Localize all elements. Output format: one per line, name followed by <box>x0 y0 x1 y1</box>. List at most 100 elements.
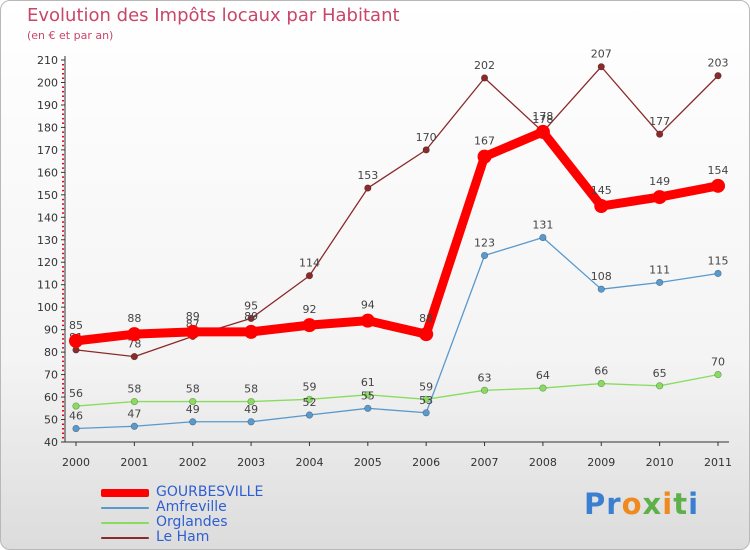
data-label-le-ham: 78 <box>127 338 141 351</box>
y-minor-tick <box>62 176 64 178</box>
y-minor-tick <box>62 338 64 340</box>
y-minor-tick <box>62 347 64 349</box>
data-label-orglandes: 58 <box>127 383 141 396</box>
data-label-orglandes: 63 <box>478 371 492 384</box>
data-label-le-ham: 207 <box>591 48 612 61</box>
y-minor-tick <box>62 356 64 358</box>
data-label-gourbesville: 154 <box>708 164 729 177</box>
y-minor-tick <box>62 108 64 111</box>
y-minor-tick <box>62 252 64 255</box>
y-minor-tick <box>62 198 64 201</box>
data-point-le-ham <box>422 146 430 154</box>
data-label-le-ham: 178 <box>532 113 553 126</box>
y-minor-tick <box>62 140 64 142</box>
data-point-amfreville <box>656 278 664 287</box>
y-minor-tick <box>62 293 64 295</box>
data-point-orglandes <box>305 395 314 403</box>
logo-letter: r <box>606 487 622 521</box>
x-tick-label: 2005 <box>354 456 382 469</box>
y-tick-label: 150 <box>37 189 58 202</box>
x-tick-label: 2001 <box>120 456 148 469</box>
data-point-orglandes <box>656 382 664 390</box>
x-tick-label: 2008 <box>529 456 557 469</box>
legend-label-le-ham: Le Ham <box>156 529 210 545</box>
data-point-gourbesville <box>69 333 83 348</box>
logo-letter: P <box>584 487 607 521</box>
data-label-amfreville: 52 <box>302 396 316 409</box>
y-tick-label: 40 <box>44 436 58 449</box>
data-label-gourbesville: 89 <box>244 310 258 323</box>
chart-subtitle: (en € et par an) <box>27 29 114 42</box>
data-point-amfreville <box>247 418 255 426</box>
data-point-amfreville <box>714 269 722 278</box>
proxiti-logo: Proxiti <box>584 487 699 521</box>
y-minor-tick <box>62 257 64 259</box>
data-point-amfreville <box>189 418 197 426</box>
legend-swatch-orglandes <box>101 522 149 524</box>
y-minor-tick <box>62 225 64 228</box>
data-label-le-ham: 170 <box>416 131 437 144</box>
logo-letter: t <box>673 487 689 521</box>
y-tick-label: 160 <box>37 166 58 179</box>
data-point-gourbesville <box>652 190 667 205</box>
y-minor-tick <box>62 423 64 426</box>
data-label-le-ham: 202 <box>474 59 495 72</box>
legend-label-gourbesville: GOURBESVILLE <box>156 484 264 500</box>
y-minor-tick <box>62 288 64 291</box>
y-minor-tick <box>62 387 64 390</box>
data-label-gourbesville: 94 <box>361 299 375 312</box>
y-tick-label: 200 <box>37 76 58 89</box>
data-label-orglandes: 70 <box>711 356 725 369</box>
data-point-le-ham <box>597 63 605 71</box>
y-minor-tick <box>62 95 64 97</box>
logo-letter: o <box>621 487 643 521</box>
data-point-gourbesville <box>711 178 725 193</box>
y-minor-tick <box>62 315 64 318</box>
data-label-amfreville: 47 <box>127 407 141 420</box>
data-label-orglandes: 58 <box>186 383 200 396</box>
data-point-amfreville <box>72 424 80 433</box>
y-minor-tick <box>62 369 64 372</box>
y-minor-tick <box>62 248 64 250</box>
y-minor-tick <box>62 167 64 169</box>
data-label-gourbesville: 88 <box>419 312 433 325</box>
data-point-gourbesville <box>302 318 317 333</box>
y-tick-label: 180 <box>37 121 58 134</box>
y-minor-tick <box>62 162 64 165</box>
x-tick-label: 2004 <box>295 456 323 469</box>
legend-swatch-amfreville <box>101 507 149 509</box>
y-minor-tick <box>62 230 64 232</box>
y-minor-tick <box>62 234 64 237</box>
data-label-orglandes: 59 <box>302 380 316 393</box>
series-line-le-ham <box>75 66 719 358</box>
data-point-orglandes <box>714 370 722 379</box>
y-tick-label: 50 <box>44 414 58 427</box>
y-minor-tick <box>62 324 64 327</box>
y-minor-tick <box>62 203 64 205</box>
y-tick-label: 80 <box>44 346 58 359</box>
x-tick-label: 2011 <box>704 456 732 469</box>
data-point-orglandes <box>364 391 372 399</box>
data-label-amfreville: 108 <box>591 270 612 283</box>
y-minor-tick <box>62 437 64 439</box>
y-minor-tick <box>62 77 64 79</box>
x-tick-label: 2002 <box>179 456 207 469</box>
y-tick-label: 120 <box>37 256 58 269</box>
legend-label-amfreville: Amfreville <box>156 499 227 515</box>
data-point-gourbesville <box>244 324 259 339</box>
y-minor-tick <box>62 365 64 367</box>
y-minor-tick <box>62 378 64 381</box>
y-minor-tick <box>62 221 64 223</box>
data-label-gourbesville: 88 <box>127 312 141 325</box>
data-point-gourbesville <box>185 324 200 339</box>
y-minor-tick <box>62 266 64 268</box>
y-minor-tick <box>62 342 64 345</box>
data-point-le-ham <box>305 272 314 280</box>
y-minor-tick <box>62 392 64 394</box>
data-label-orglandes: 65 <box>653 367 667 380</box>
data-point-orglandes <box>189 397 197 406</box>
y-minor-tick <box>62 279 64 282</box>
data-point-le-ham <box>656 130 664 138</box>
y-minor-tick <box>62 86 64 88</box>
